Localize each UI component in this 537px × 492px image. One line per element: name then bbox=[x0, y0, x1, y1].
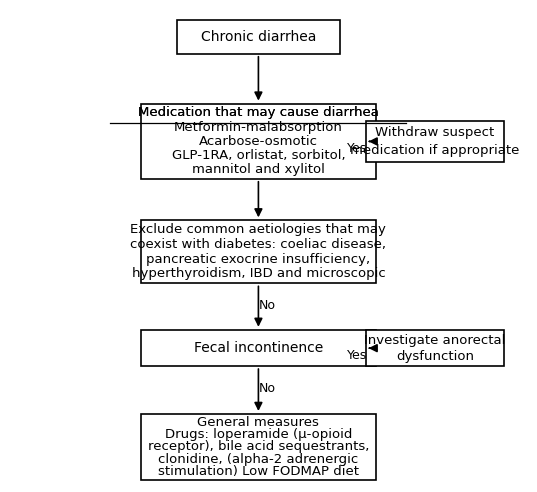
Text: clonidine, (alpha-2 adrenergic: clonidine, (alpha-2 adrenergic bbox=[158, 453, 359, 466]
Text: Yes: Yes bbox=[347, 142, 367, 155]
Text: hyperthyroidism, IBD and microscopic: hyperthyroidism, IBD and microscopic bbox=[132, 267, 385, 280]
Text: Fecal incontinence: Fecal incontinence bbox=[194, 341, 323, 355]
FancyBboxPatch shape bbox=[366, 121, 504, 162]
Text: No: No bbox=[259, 299, 276, 312]
FancyBboxPatch shape bbox=[141, 330, 376, 367]
Text: coexist with diabetes: coeliac disease,: coexist with diabetes: coeliac disease, bbox=[130, 238, 387, 251]
Text: receptor), bile acid sequestrants,: receptor), bile acid sequestrants, bbox=[148, 440, 369, 454]
Text: dysfunction: dysfunction bbox=[396, 350, 474, 363]
Text: Investigate anorectal: Investigate anorectal bbox=[364, 334, 505, 347]
FancyBboxPatch shape bbox=[177, 20, 340, 54]
FancyBboxPatch shape bbox=[141, 104, 376, 179]
Text: GLP-1RA, orlistat, sorbitol,: GLP-1RA, orlistat, sorbitol, bbox=[172, 149, 345, 162]
Text: Chronic diarrhea: Chronic diarrhea bbox=[201, 30, 316, 44]
FancyBboxPatch shape bbox=[366, 330, 504, 367]
Text: stimulation) Low FODMAP diet: stimulation) Low FODMAP diet bbox=[158, 465, 359, 478]
Text: Drugs: loperamide (μ-opioid: Drugs: loperamide (μ-opioid bbox=[165, 428, 352, 441]
FancyBboxPatch shape bbox=[141, 414, 376, 480]
Text: mannitol and xylitol: mannitol and xylitol bbox=[192, 163, 325, 176]
FancyBboxPatch shape bbox=[141, 220, 376, 283]
Text: Acarbose-osmotic: Acarbose-osmotic bbox=[199, 135, 318, 148]
Text: Yes: Yes bbox=[347, 349, 367, 362]
Text: Medication that may cause diarrhea: Medication that may cause diarrhea bbox=[138, 106, 379, 120]
Text: No: No bbox=[259, 381, 276, 395]
Text: medication if appropriate: medication if appropriate bbox=[350, 144, 519, 157]
Text: pancreatic exocrine insufficiency,: pancreatic exocrine insufficiency, bbox=[147, 253, 371, 266]
Text: Withdraw suspect: Withdraw suspect bbox=[375, 126, 495, 139]
Text: General measures: General measures bbox=[198, 416, 320, 429]
Text: Medication that may cause diarrhea: Medication that may cause diarrhea bbox=[138, 106, 379, 120]
Text: Exclude common aetiologies that may: Exclude common aetiologies that may bbox=[130, 223, 386, 236]
Text: Metformin-malabsorption: Metformin-malabsorption bbox=[174, 121, 343, 134]
